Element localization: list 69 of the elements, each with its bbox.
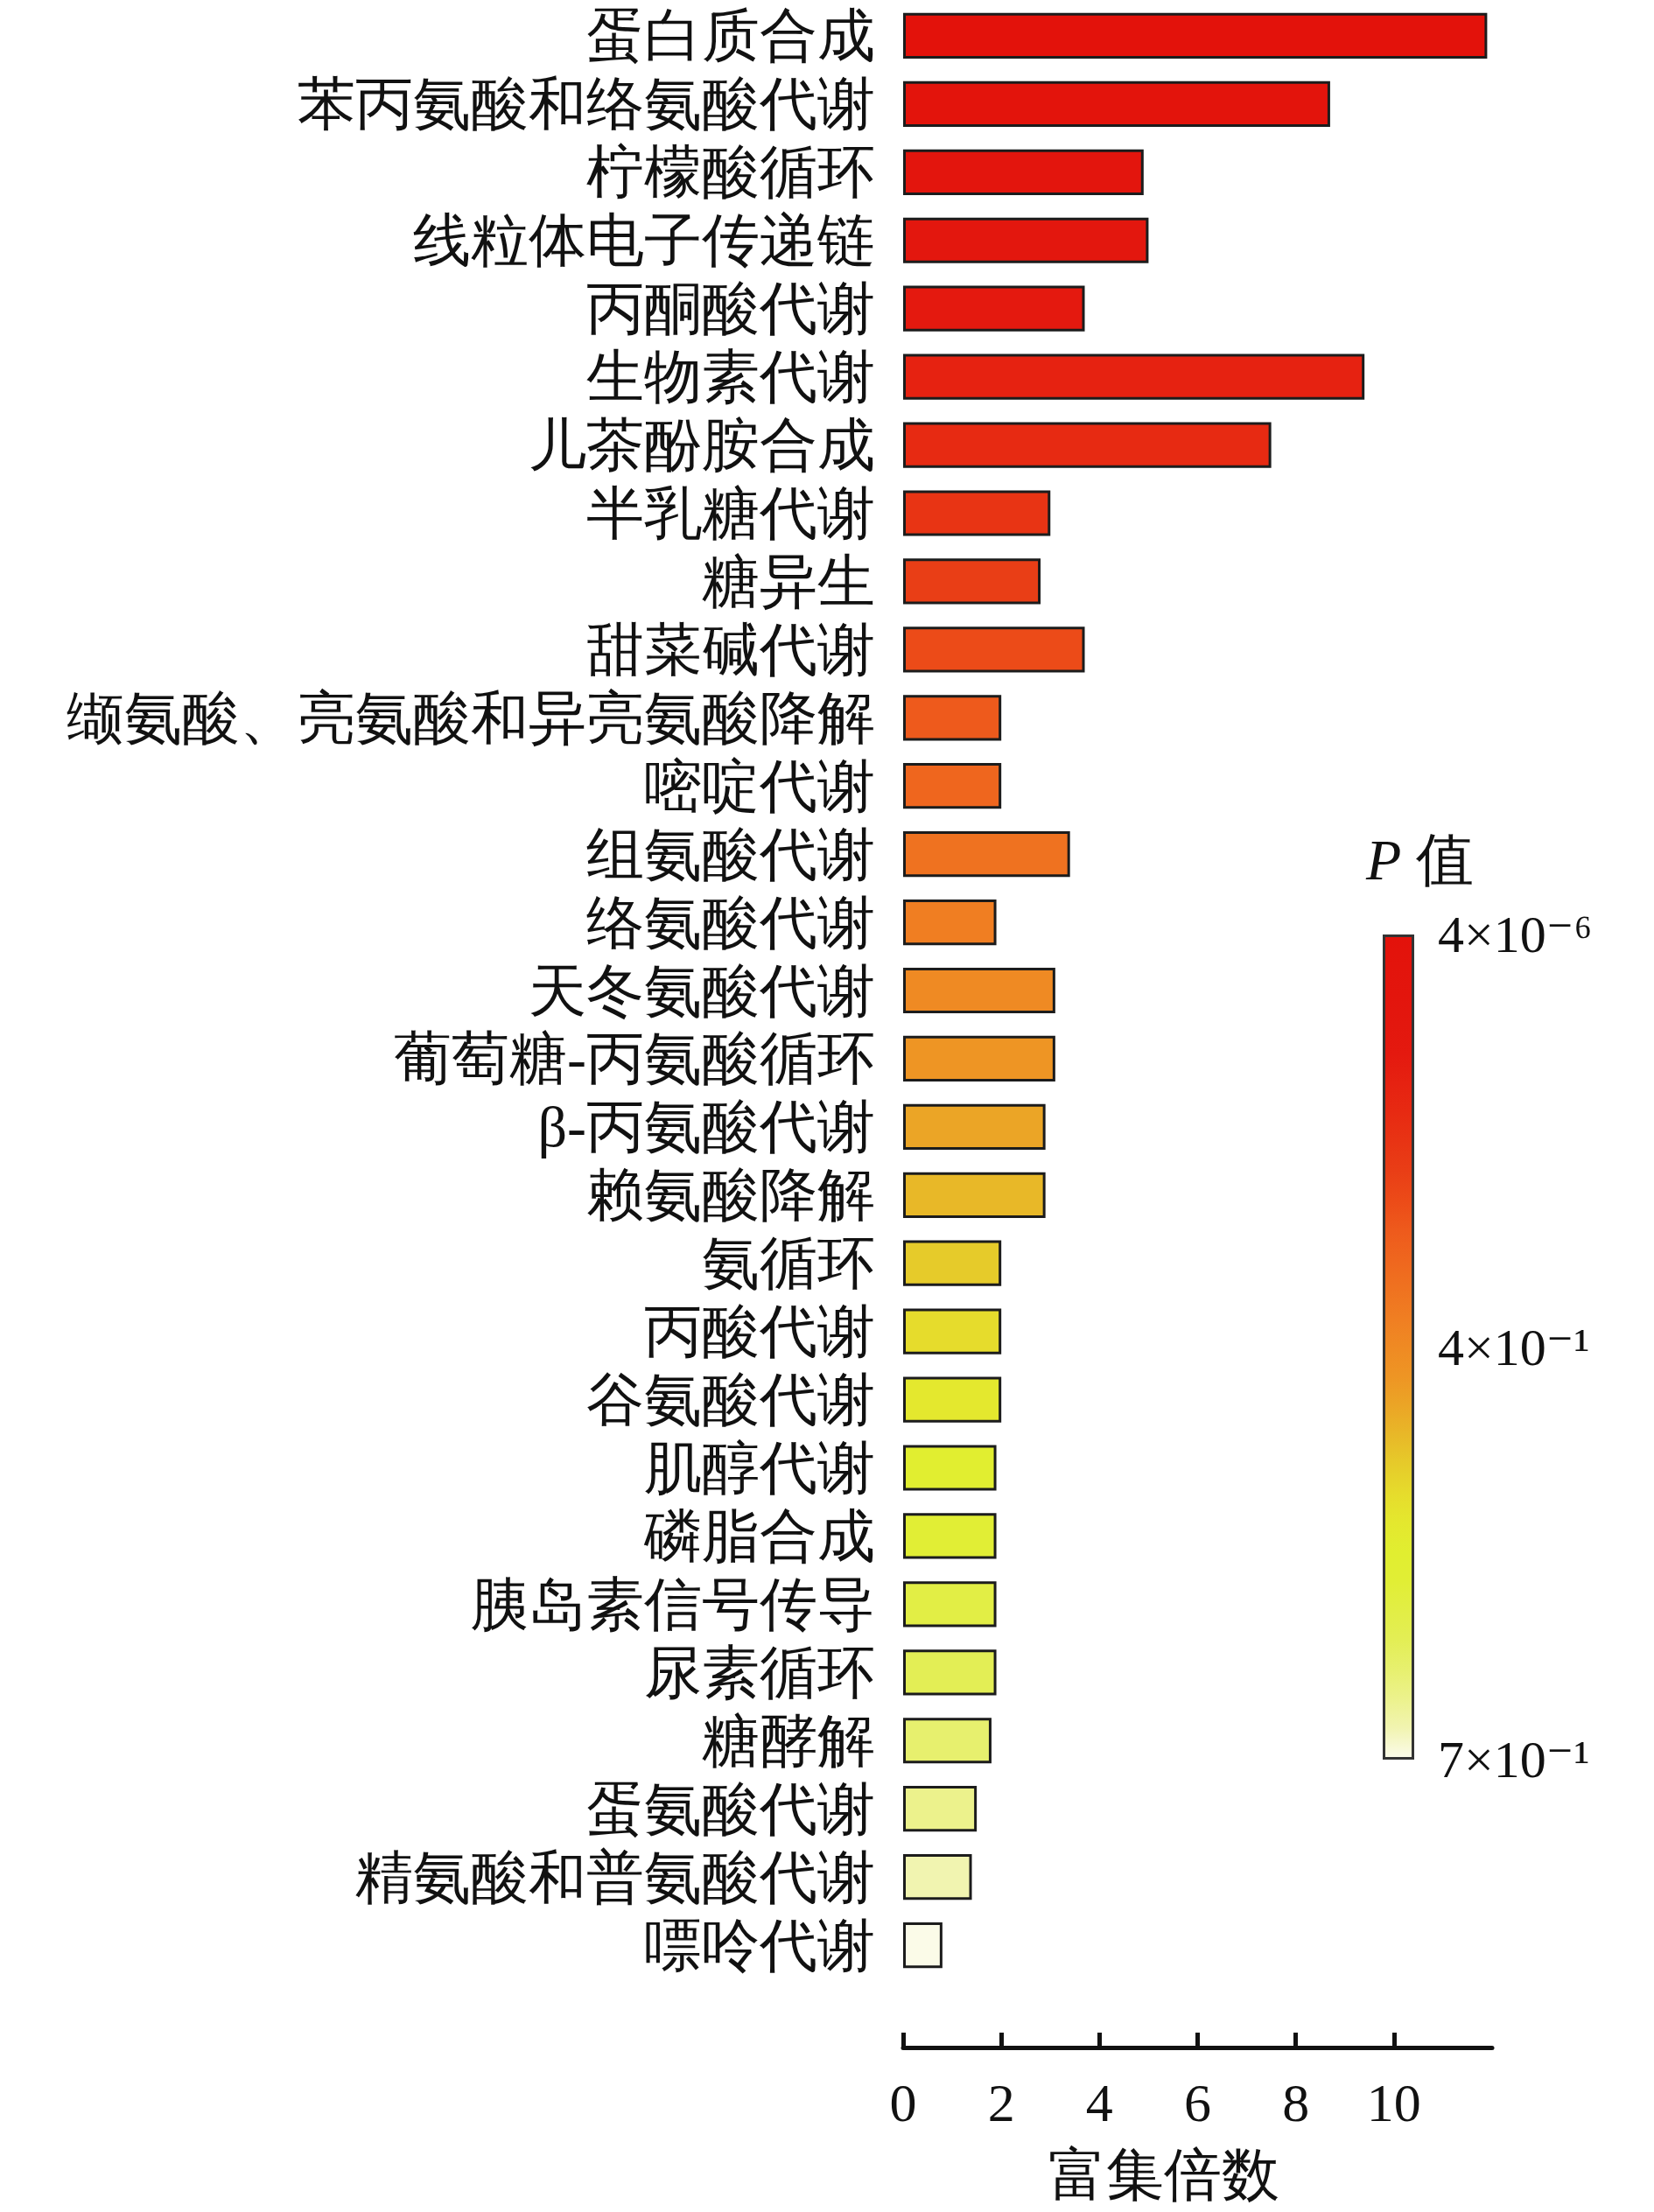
bar: [903, 763, 1002, 809]
x-tick-label: 0: [889, 2073, 917, 2132]
bar: [903, 1513, 997, 1559]
y-tick-label: 缬氨酸、亮氨酸和异亮氨酸降解: [67, 685, 875, 750]
y-tick-label: 糖酵解: [702, 1708, 875, 1773]
bar: [903, 149, 1144, 195]
y-tick-label: 赖氨酸降解: [586, 1163, 875, 1228]
y-tick-label: 肌醇代谢: [644, 1436, 875, 1501]
bar: [903, 1922, 943, 1969]
y-tick-label: 半乳糖代谢: [586, 480, 875, 545]
y-tick-label: 磷脂合成: [643, 1503, 875, 1568]
y-tick-label: 葡萄糖-丙氨酸循环: [394, 1026, 875, 1091]
y-tick-label: β-丙氨酸代谢: [537, 1095, 875, 1159]
y-tick-label: 线粒体电子传递链: [413, 208, 875, 273]
bar: [903, 1240, 1002, 1286]
bar: [903, 1103, 1046, 1150]
bar: [903, 422, 1272, 468]
annotation: 4×10⁻⁶: [1438, 906, 1593, 963]
y-tick-label: 组氨酸代谢: [586, 822, 875, 886]
bar: [903, 831, 1070, 878]
y-tick-label: 蛋氨酸代谢: [586, 1776, 875, 1841]
x-tick-label: 10: [1366, 2073, 1421, 2132]
bar: [903, 899, 997, 946]
annotation: 4×10⁻¹: [1438, 1318, 1590, 1376]
y-tick-label: 生物素代谢: [586, 345, 875, 410]
x-axis-title: 富集倍数: [1048, 2142, 1279, 2207]
bar: [903, 1376, 1002, 1423]
bar: [903, 626, 1085, 673]
x-tick-label: 8: [1282, 2073, 1310, 2132]
bar: [903, 285, 1085, 332]
y-tick-label: 络氨酸代谢: [586, 890, 875, 955]
bar: [903, 490, 1051, 536]
bar: [903, 80, 1330, 127]
bar: [903, 1035, 1055, 1082]
y-tick-label: 氨循环: [702, 1231, 875, 1296]
y-tick-label: 柠檬酸循环: [586, 140, 875, 205]
x-tick-label: 2: [987, 2073, 1015, 2132]
y-tick-label: 甜菜碱代谢: [586, 617, 875, 682]
bar: [903, 1649, 997, 1696]
y-tick-label: 谷氨酸代谢: [586, 1368, 875, 1432]
bar: [903, 1581, 997, 1628]
y-tick-label: 儿茶酚胺合成: [529, 413, 875, 478]
y-tick-label: 精氨酸和普氨酸代谢: [355, 1844, 875, 1909]
bar: [903, 1172, 1046, 1218]
annotation: 7×10⁻¹: [1438, 1731, 1590, 1788]
bar: [903, 1718, 992, 1764]
y-tick-label: 糖异生: [702, 549, 875, 613]
bar: [903, 967, 1055, 1014]
bar: [903, 558, 1041, 605]
y-tick-label: 嘌呤代谢: [644, 1913, 875, 1978]
x-tick-label: 6: [1184, 2073, 1211, 2132]
bar: [903, 1308, 1002, 1354]
bar: [903, 217, 1149, 263]
bar: [903, 695, 1002, 741]
bar: [903, 1445, 997, 1491]
y-tick-label: 天冬氨酸代谢: [529, 958, 875, 1023]
y-tick-label: 苯丙氨酸和络氨酸代谢: [298, 72, 875, 136]
bar: [903, 354, 1365, 400]
bar: [903, 1854, 972, 1900]
y-tick-label: 丙酮酸代谢: [586, 276, 875, 341]
x-tick-label: 4: [1085, 2073, 1113, 2132]
color-bar-title: P 值: [1366, 828, 1474, 892]
y-tick-label: 尿素循环: [644, 1640, 875, 1704]
y-tick-label: 胰岛素信号传导: [471, 1572, 875, 1636]
y-tick-label: 嘧啶代谢: [644, 753, 875, 818]
bar: [903, 1786, 978, 1832]
bar: [903, 12, 1488, 60]
y-tick-label: 丙酸代谢: [644, 1299, 875, 1364]
y-tick-label: 蛋白质合成: [586, 4, 875, 68]
